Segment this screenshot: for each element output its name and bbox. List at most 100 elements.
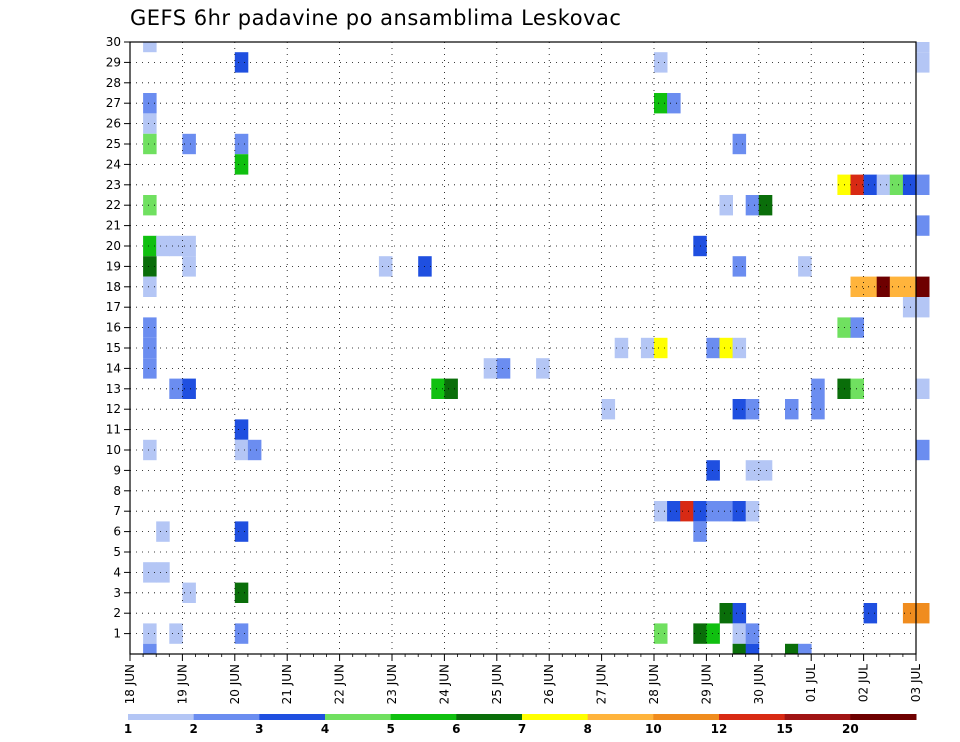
y-tick-label: 29 (106, 55, 121, 69)
heatmap-cell (916, 439, 930, 461)
colorbar-segment (850, 714, 917, 720)
y-tick-label: 4 (113, 565, 121, 579)
heatmap-cell (143, 562, 157, 583)
y-tick-label: 20 (106, 239, 121, 253)
heatmap-cell (614, 337, 629, 359)
heatmap-cell (916, 297, 930, 318)
heatmap-cell (902, 174, 917, 195)
heatmap-cell (732, 623, 747, 644)
heatmap-cell (601, 399, 616, 420)
heatmap-cell (902, 297, 917, 318)
heatmap-cell (156, 562, 170, 583)
heatmap-cell (143, 643, 157, 654)
heatmap-cell (143, 337, 157, 359)
heatmap-cell (143, 623, 157, 644)
colorbar-segment (719, 714, 786, 720)
heatmap-cell (719, 603, 733, 624)
y-tick-label: 18 (106, 280, 121, 294)
heatmap-cell (785, 643, 799, 654)
y-tick-label: 13 (106, 382, 121, 396)
heatmap-cell (811, 399, 825, 420)
heatmap-cell (745, 623, 760, 644)
x-tick-label: 21 JUN (280, 664, 294, 704)
x-tick-label: 18 JUN (123, 664, 137, 704)
heatmap-cells (143, 42, 930, 654)
heatmap-cell (732, 133, 747, 155)
y-tick-label: 22 (106, 198, 121, 212)
x-tick-label: 30 JUN (752, 664, 766, 704)
x-tick-label: 26 JUN (542, 664, 556, 704)
heatmap-cell (143, 235, 157, 257)
heatmap-cell (706, 337, 720, 359)
heatmap-cell (850, 378, 864, 399)
colorbar-segment (259, 714, 326, 720)
heatmap-cell (863, 174, 878, 195)
y-tick-label: 6 (113, 525, 121, 539)
heatmap-cell (732, 643, 747, 654)
colorbar-segment (456, 714, 523, 720)
heatmap-cell (732, 337, 747, 359)
heatmap-cell (182, 582, 196, 603)
heatmap-cell (234, 154, 249, 175)
y-tick-label: 8 (113, 484, 121, 498)
heatmap-cell (431, 378, 445, 399)
heatmap-cell (850, 317, 864, 338)
y-tick-label: 2 (113, 606, 121, 620)
heatmap-cell (876, 276, 891, 297)
heatmap-cell (234, 623, 249, 644)
heatmap-cell (143, 93, 157, 114)
colorbar-segment (193, 714, 260, 720)
heatmap-cell (745, 195, 760, 216)
y-tick-label: 17 (106, 300, 121, 314)
heatmap-cell (889, 174, 904, 195)
heatmap-cell (902, 603, 917, 624)
x-tick-label: 20 JUN (228, 664, 242, 704)
heatmap-cell (156, 521, 170, 542)
y-tick-label: 16 (106, 321, 121, 335)
heatmap-cell (916, 378, 930, 399)
heatmap-cell (758, 460, 773, 481)
heatmap-cell (182, 235, 196, 257)
x-tick-label: 25 JUN (490, 664, 504, 704)
heatmap-cell (798, 256, 812, 277)
heatmap-cell (234, 582, 249, 603)
heatmap-cell (916, 42, 930, 53)
heatmap-cell (444, 378, 458, 399)
colorbar-label: 5 (386, 722, 394, 736)
y-tick-label: 21 (106, 219, 121, 233)
heatmap-cell (667, 501, 681, 522)
heatmap-cell (496, 358, 511, 379)
heatmap-cell (234, 521, 249, 542)
heatmap-cell (667, 93, 681, 114)
heatmap-cell (850, 276, 864, 297)
heatmap-cell (234, 439, 249, 461)
y-tick-label: 1 (113, 627, 121, 641)
heatmap-cell (143, 256, 157, 277)
heatmap-cell (758, 195, 773, 216)
heatmap-cell (143, 276, 157, 297)
heatmap-cell (654, 337, 668, 359)
y-tick-label: 25 (106, 137, 121, 151)
heatmap-cell (234, 419, 249, 440)
y-tick-label: 15 (106, 341, 121, 355)
colorbar-segment (522, 714, 589, 720)
colorbar-label: 15 (776, 722, 793, 736)
x-tick-label: 02 JUL (857, 664, 871, 702)
heatmap-cell (234, 52, 249, 73)
colorbar-label: 6 (452, 722, 460, 736)
heatmap-cell (182, 133, 196, 155)
heatmap-cell (536, 358, 550, 379)
x-tick-label: 01 JUL (804, 664, 818, 702)
heatmap-cell (654, 52, 668, 73)
colorbar-label: 20 (842, 722, 859, 736)
y-tick-label: 9 (113, 463, 121, 477)
colorbar-segment (325, 714, 392, 720)
x-tick-label: 27 JUN (595, 664, 609, 704)
colorbar-label: 10 (645, 722, 662, 736)
grid-lines (130, 41, 917, 654)
heatmap-cell (902, 276, 917, 297)
y-tick-label: 24 (106, 157, 121, 171)
heatmap-cell (916, 52, 930, 73)
heatmap-cell (916, 174, 930, 195)
y-axis: 1234567891011121314151617181920212223242… (106, 35, 130, 641)
